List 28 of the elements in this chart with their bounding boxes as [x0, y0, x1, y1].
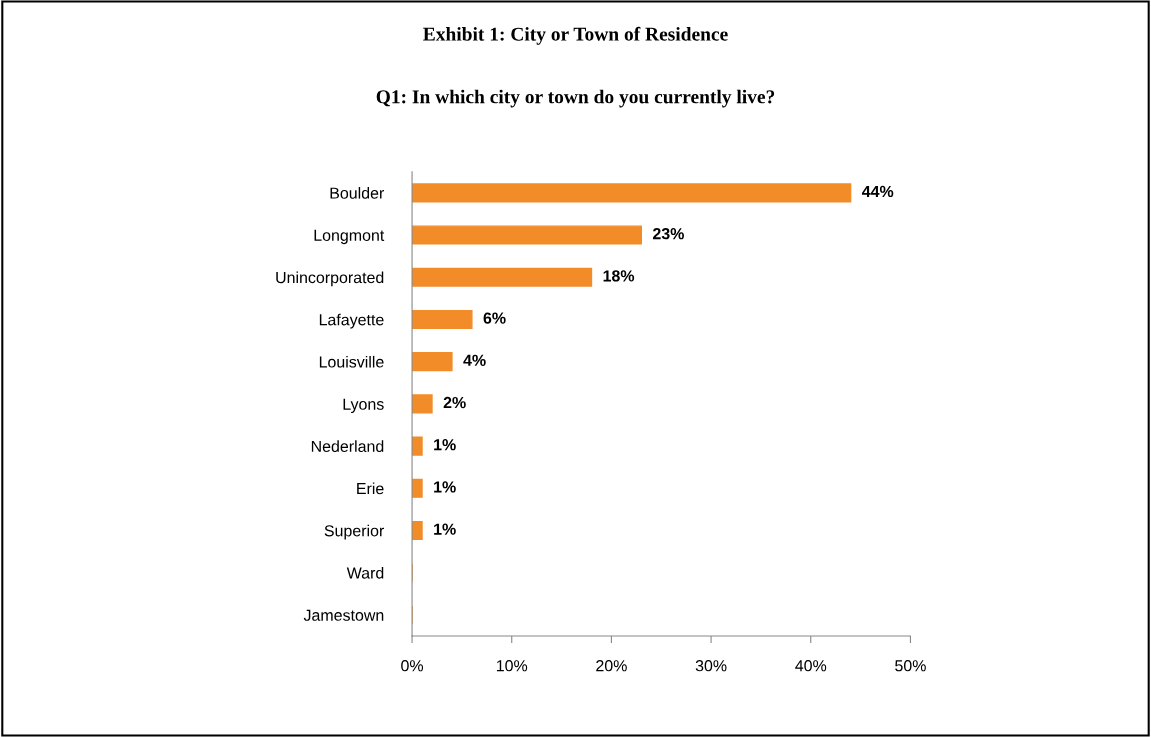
y-tick-label: Ward	[346, 566, 384, 579]
x-tick-label: 30%	[695, 660, 727, 672]
data-label: 1%	[434, 481, 456, 493]
x-tick-label: 20%	[596, 660, 627, 672]
chart-title: Exhibit 1: City or Town of Residence	[423, 26, 728, 45]
x-tick-label: 40%	[795, 660, 827, 672]
y-tick-label: Lyons	[343, 398, 384, 413]
data-label: 23%	[652, 228, 684, 240]
y-tick-label: Louisville	[319, 355, 384, 368]
y-tick-label: Boulder	[330, 187, 385, 199]
y-tick-label: Nederland	[311, 440, 384, 453]
y-tick-label: Erie	[357, 482, 384, 495]
x-tick-label: 10%	[496, 660, 528, 672]
data-label: 4%	[463, 354, 486, 366]
y-tick-label: Jamestown	[303, 609, 384, 621]
data-label: 6%	[483, 312, 506, 324]
y-tick-label: Lafayette	[319, 313, 384, 329]
data-label: 1%	[434, 523, 456, 535]
x-tick-label: 50%	[895, 660, 926, 672]
data-label: 1%	[434, 439, 456, 451]
chart-subtitle: Q1: In which city or town do you currently live?	[376, 89, 775, 108]
data-label: 44%	[861, 185, 894, 198]
data-label: 2%	[443, 396, 466, 409]
y-tick-label: Superior	[324, 524, 385, 540]
y-tick-label: Longmont	[314, 229, 385, 245]
x-tick-label: 0%	[401, 660, 424, 672]
data-label: 18%	[603, 270, 635, 282]
y-tick-label: Unincorporated	[276, 271, 384, 287]
